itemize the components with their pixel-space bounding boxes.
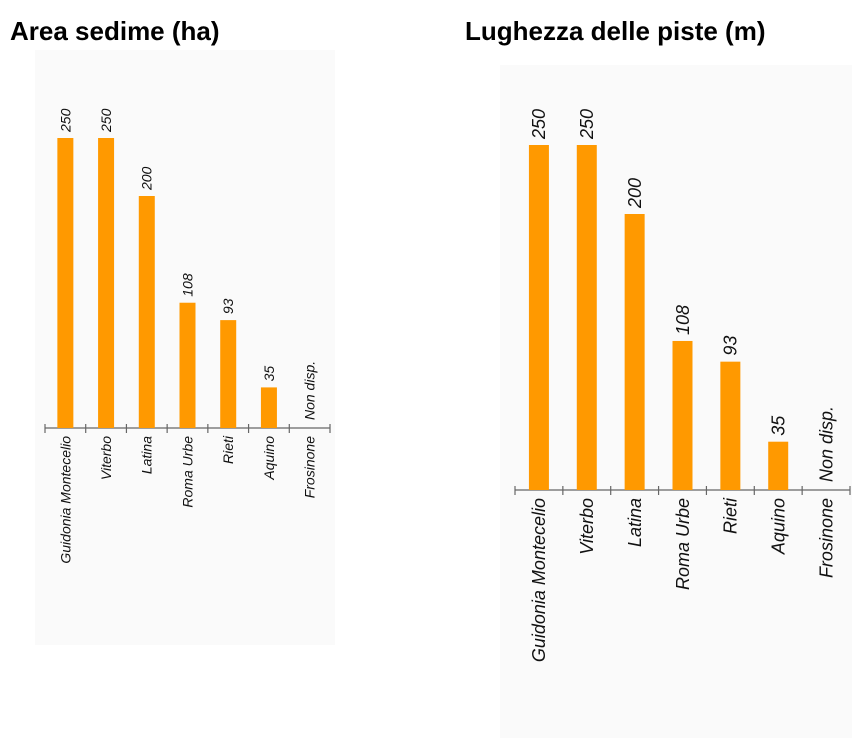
- value-label: 250: [57, 108, 73, 133]
- value-label: 35: [769, 415, 789, 436]
- bar: [672, 340, 693, 490]
- value-label: 200: [625, 178, 645, 209]
- x-tick-label: Aquino: [261, 436, 277, 481]
- value-label: Non disp.: [816, 406, 836, 482]
- value-label: 35: [261, 366, 277, 382]
- chart-title: Area sedime (ha): [10, 16, 220, 46]
- x-tick-label: Latina: [139, 436, 155, 474]
- value-label: 250: [529, 109, 549, 140]
- x-tick-label: Viterbo: [577, 498, 597, 555]
- bar: [98, 138, 115, 428]
- bar: [138, 196, 155, 428]
- value-label: 93: [721, 336, 741, 356]
- value-label: 108: [673, 305, 693, 335]
- x-tick-label: Frosinone: [816, 498, 836, 578]
- bar: [720, 361, 741, 490]
- value-label: 250: [98, 108, 114, 133]
- x-tick-label: Aquino: [769, 498, 789, 555]
- bar: [179, 302, 196, 428]
- x-tick-label: Frosinone: [302, 436, 318, 498]
- chart-title: Lughezza delle piste (m): [465, 16, 766, 46]
- x-tick-label: Guidonia Montecelio: [57, 436, 73, 564]
- x-tick-label: Roma Urbe: [179, 436, 195, 508]
- x-tick-label: Guidonia Montecelio: [529, 498, 549, 662]
- bar: [260, 387, 277, 428]
- bar: [57, 138, 74, 428]
- value-label: 200: [139, 166, 155, 191]
- bar: [220, 320, 237, 428]
- x-tick-label: Rieti: [721, 497, 741, 534]
- value-label: 108: [179, 273, 195, 297]
- x-tick-label: Roma Urbe: [673, 498, 693, 590]
- value-label: 93: [220, 298, 236, 314]
- x-tick-label: Rieti: [220, 435, 236, 464]
- bar: [576, 145, 597, 490]
- x-tick-label: Viterbo: [98, 436, 114, 480]
- bar: [768, 441, 789, 490]
- value-label: Non disp.: [302, 361, 318, 420]
- x-tick-label: Latina: [625, 498, 645, 547]
- bar: [528, 145, 549, 490]
- bar: [624, 214, 645, 490]
- value-label: 250: [577, 109, 597, 140]
